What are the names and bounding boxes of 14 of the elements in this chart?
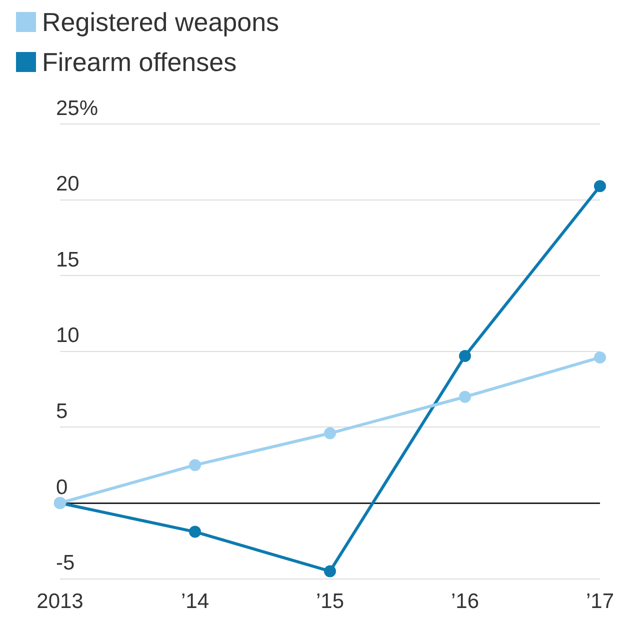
x-tick-label: ’14 — [180, 590, 210, 614]
x-tick-label: ’17 — [586, 590, 614, 614]
x-tick-label: 2013 — [36, 590, 84, 614]
y-tick-label: 25% — [56, 96, 98, 120]
y-tick-label: 15 — [56, 248, 80, 272]
legend-label: Registered weapons — [42, 6, 280, 38]
legend-label: Firearm offenses — [42, 46, 237, 78]
x-tick-label: ’15 — [316, 590, 344, 614]
y-tick-label: -5 — [56, 552, 75, 575]
y-tick-label: 10 — [56, 324, 80, 348]
y-tick-label: 20 — [56, 172, 80, 196]
x-tick-label: ’16 — [450, 590, 480, 614]
y-tick-label: 5 — [56, 400, 68, 423]
y-tick-label: 0 — [56, 476, 68, 499]
